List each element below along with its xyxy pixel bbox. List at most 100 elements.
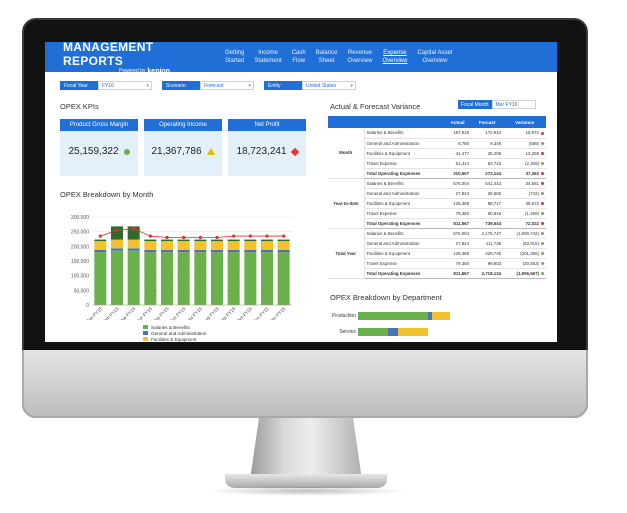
actual-cell: 27,824 — [444, 238, 472, 249]
table-row: Total Operating Expenses 811,567 739,544… — [328, 218, 546, 229]
forecast-cell: 273,144 — [471, 168, 504, 179]
bar-segment — [261, 252, 273, 305]
kpi-value: 18,723,241 — [236, 146, 287, 157]
nav-item[interactable]: Expense Overview — [382, 50, 408, 64]
actual-cell: 576,004 — [444, 178, 472, 189]
filter-select[interactable]: United States — [302, 81, 356, 90]
table-row: Facilities & Equipment 128,389 88,717 39… — [328, 198, 546, 209]
bar-segment — [94, 252, 107, 305]
x-tick-label: Nov FY15 — [252, 306, 270, 320]
status-dot-icon — [541, 131, 544, 135]
forecast-cell: 111,739 — [471, 238, 504, 249]
filter[interactable]: Focal Year FY16 — [60, 81, 152, 90]
kpi-section-title: OPEX KPIs — [60, 102, 99, 111]
nav-item[interactable]: Getting Started — [225, 50, 245, 64]
variance-cell: 15,972 — [503, 128, 546, 139]
bar-segment — [161, 252, 173, 305]
bar-segment — [194, 239, 207, 242]
filter[interactable]: Entity United States — [264, 81, 356, 90]
monitor-chin — [22, 350, 588, 418]
x-tick-label: Feb FY15 — [102, 306, 120, 320]
variance-title: Actual & Forecast Variance — [330, 102, 421, 111]
kpi-value-row: 18,723,241 — [228, 146, 306, 157]
y-tick-label: 250,000 — [71, 230, 89, 236]
focal-month-select[interactable]: Mar FY16 — [491, 100, 536, 109]
bar-segment — [227, 239, 240, 242]
variance-table: Actual Forcast Variance Month Salaries & Ben… — [328, 116, 546, 279]
variance-cell: (742) — [503, 188, 546, 199]
x-tick-label: Sep FY15 — [218, 306, 236, 320]
kpi-label: Operating Income — [144, 119, 222, 131]
bar-segment — [194, 241, 207, 250]
bar-segment — [161, 249, 173, 253]
status-dot-icon — [541, 241, 544, 245]
dept-row: Service — [328, 328, 428, 336]
focal-month-filter[interactable]: Focal Month Mar FY16 — [458, 100, 536, 109]
y-tick-label: 50,000 — [74, 288, 90, 294]
bar-segment — [277, 239, 290, 242]
warning-triangle-icon — [206, 148, 215, 155]
bar-segment — [261, 239, 273, 242]
variance-cell: (20,553) — [503, 258, 546, 269]
bar-segment — [227, 249, 240, 253]
row-item: Total Operating Expenses — [364, 218, 444, 229]
column-header: Forcast — [471, 116, 504, 128]
filter-select[interactable]: Forecast — [200, 81, 254, 90]
actual-cell: 576,004 — [444, 228, 472, 239]
kpi-value-row: 25,159,322 — [60, 146, 138, 157]
x-tick-label: Aug FY15 — [202, 306, 220, 320]
variance-cell: (2,309) — [503, 158, 546, 169]
filter-label: Entity — [264, 81, 302, 90]
row-group: Year-to-date — [328, 178, 365, 229]
variance-cell: 34,561 — [503, 178, 546, 189]
legend-item: Salaries & Benefits — [143, 325, 206, 331]
bar-segment — [261, 241, 273, 250]
actual-cell: 79,350 — [444, 208, 472, 219]
bar-segment — [144, 249, 157, 253]
nav-item[interactable]: Balance Sheet — [315, 50, 338, 64]
nav-item[interactable]: Capital Asset Overview — [417, 50, 453, 64]
bar-segment — [127, 226, 140, 240]
row-item: Salaries & Benefits — [364, 178, 444, 189]
powered-by: Powered by kepion — [119, 68, 213, 75]
monitor-base — [225, 474, 387, 488]
variance-value: (2,309) — [525, 160, 539, 166]
bar-segment — [211, 241, 223, 250]
dept-row: Production — [328, 312, 450, 320]
variance-value: 34,561 — [525, 180, 539, 186]
actual-cell: 128,389 — [444, 198, 472, 209]
filter[interactable]: Scenario Forecast — [162, 81, 254, 90]
row-group: Total Year — [328, 228, 365, 279]
bar-segment — [144, 241, 157, 250]
legend-label: Facilities & Equipment — [151, 337, 197, 342]
forecast-cell: 99,903 — [471, 258, 504, 269]
dept-title: OPEX Breakdown by Department — [330, 293, 442, 302]
kepion-logo: kepion — [147, 67, 170, 75]
variance-value: (1,600,742) — [516, 230, 539, 236]
status-dot-icon — [541, 231, 544, 235]
kpi-value: 25,159,322 — [68, 146, 119, 157]
forecast-cell: 28,208 — [471, 148, 504, 159]
dept-bar-segment — [398, 328, 428, 336]
row-item: Travel Expense — [364, 258, 444, 269]
table-row: Month Salaries & Benefits 187,916 172,944… — [328, 128, 546, 179]
status-dot-icon — [541, 141, 544, 145]
row-item: General and Administration — [364, 238, 444, 249]
row-item: General and Administration — [364, 188, 444, 199]
bar-segment — [227, 241, 240, 250]
dept-bar-segment — [388, 328, 398, 336]
variance-value: (742) — [528, 190, 539, 196]
variance-cell: (589) — [503, 138, 546, 149]
row-item: Facilities & Equipment — [364, 198, 444, 209]
nav-item[interactable]: Income Statement — [254, 50, 282, 64]
powered-by-label: Powered by — [119, 68, 146, 74]
table-row: Facilities & Equipment 41,477 28,208 13,… — [328, 148, 546, 159]
variance-cell: (83,915) — [503, 238, 546, 249]
nav-item[interactable]: Revenue Overview — [347, 50, 373, 64]
variance-cell: 13,269 — [503, 148, 546, 159]
bar-segment — [111, 226, 123, 240]
filter-select[interactable]: FY16 — [98, 81, 152, 90]
status-dot-icon — [541, 151, 544, 155]
variance-cell: 72,022 — [503, 218, 546, 229]
nav-item[interactable]: Cash Flow — [291, 50, 306, 64]
